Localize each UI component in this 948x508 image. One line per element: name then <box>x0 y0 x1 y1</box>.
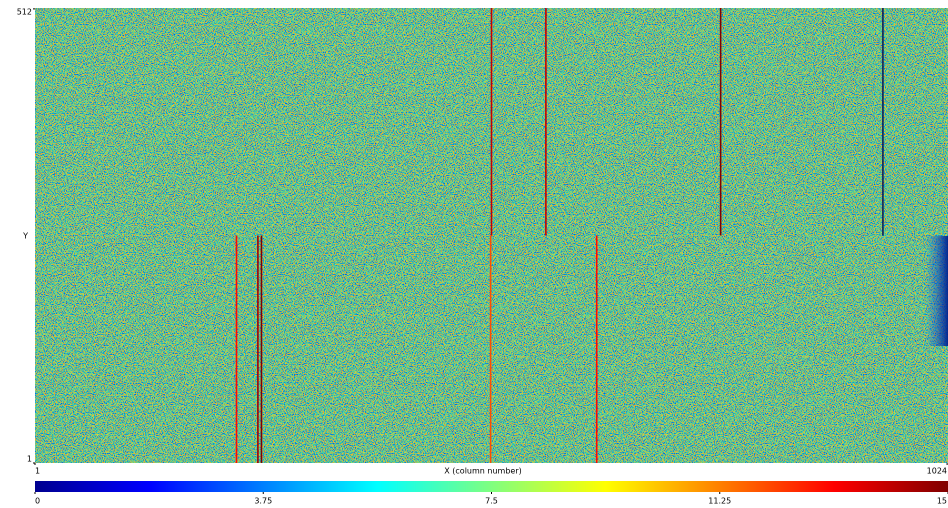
bad-column <box>235 235 238 463</box>
bad-column <box>489 235 492 463</box>
colorbar <box>35 481 948 492</box>
bad-column <box>490 8 493 236</box>
bad-column <box>882 8 884 236</box>
x-tick-label: 1 <box>35 467 40 476</box>
bad-column <box>545 8 547 236</box>
edge-shading <box>925 236 948 346</box>
bad-column <box>260 235 263 463</box>
y-tick-label: 1 <box>27 455 32 464</box>
x-tick-label: 1024 <box>927 467 947 476</box>
bad-column <box>719 8 722 236</box>
bad-column <box>257 235 259 463</box>
x-axis-label: X (column number) <box>444 467 521 476</box>
colorbar-tick-label: 7.5 <box>485 497 498 506</box>
bad-column <box>595 235 598 463</box>
y-tick-label: 512 <box>17 8 32 17</box>
colorbar-tick-label: 15 <box>937 497 947 506</box>
colorbar-tick-label: 3.75 <box>254 497 272 506</box>
colorbar-tick-label: 11.25 <box>708 497 731 506</box>
y-axis-label: Y <box>22 232 28 241</box>
colorbar-tick-label: 0 <box>35 497 40 506</box>
